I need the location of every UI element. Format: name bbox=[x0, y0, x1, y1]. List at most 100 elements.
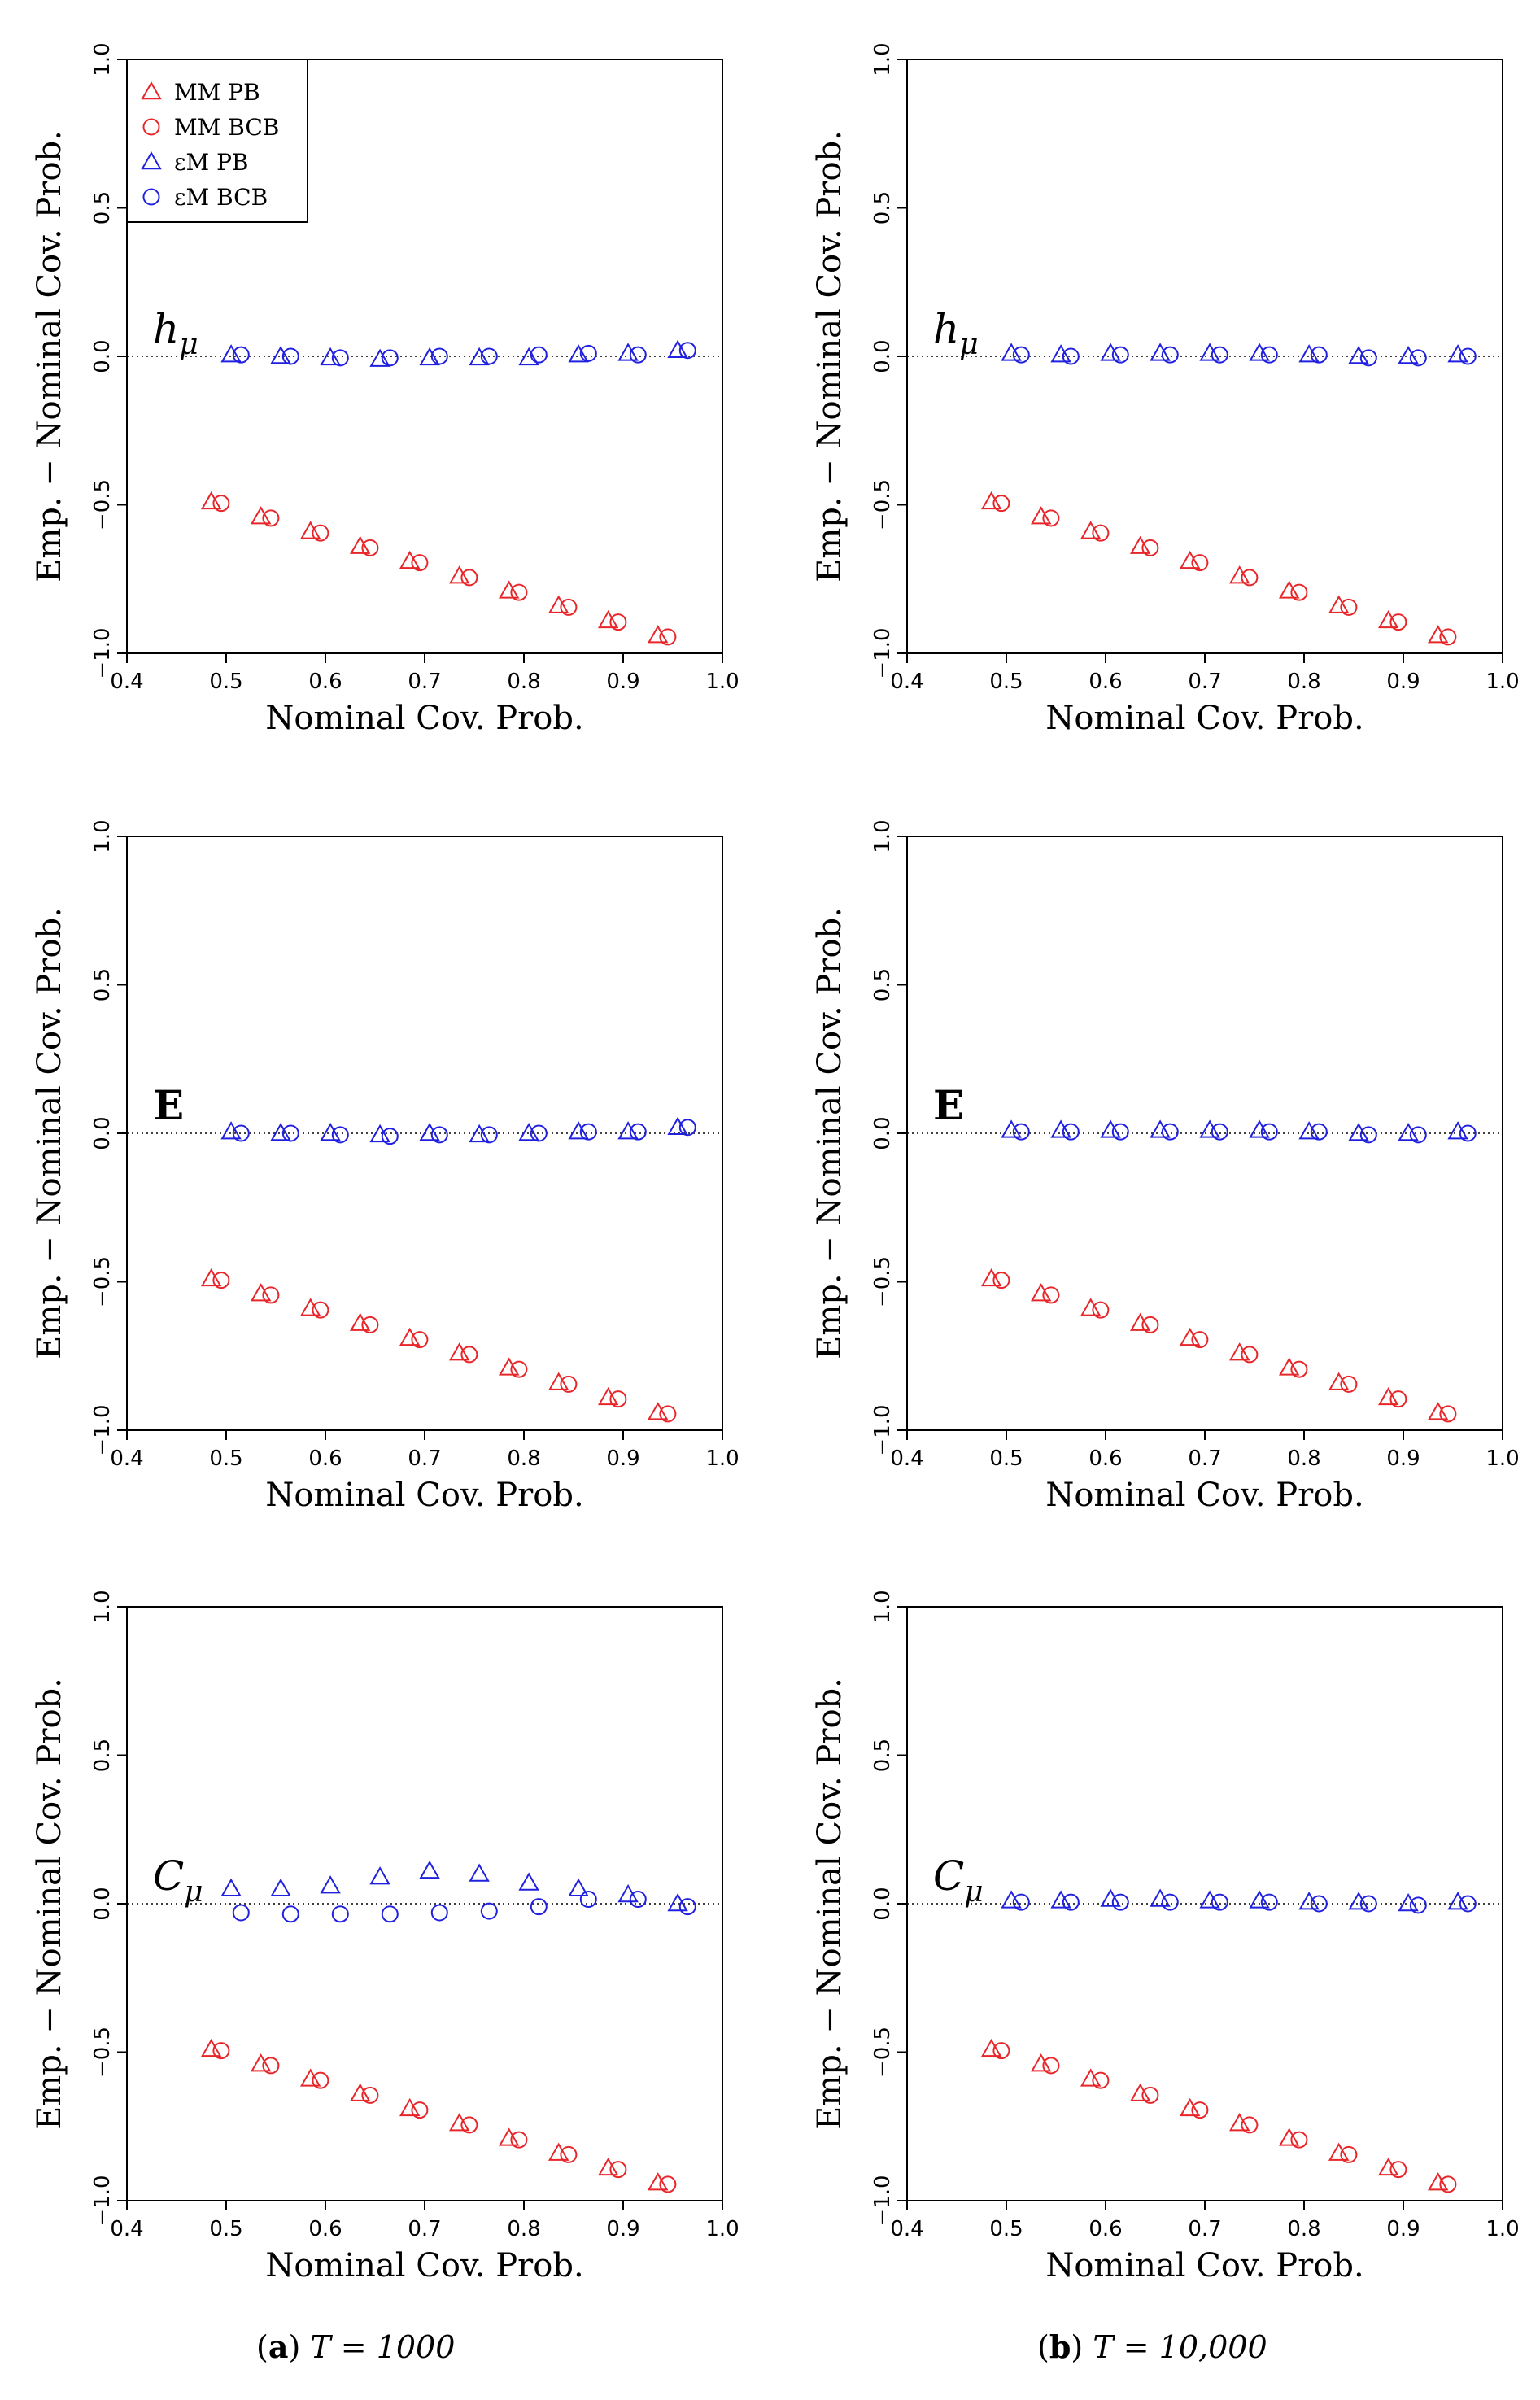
y-tick-label: −0.5 bbox=[870, 479, 895, 530]
data-point bbox=[1328, 2142, 1350, 2161]
data-point bbox=[1050, 1119, 1071, 1138]
y-tick-label: −1.0 bbox=[870, 2175, 895, 2226]
data-point bbox=[560, 2145, 578, 2163]
data-point bbox=[1050, 344, 1071, 363]
data-point bbox=[667, 1892, 688, 1912]
data-point bbox=[1439, 628, 1457, 646]
data-point bbox=[1179, 1327, 1201, 1346]
data-point bbox=[1042, 1286, 1060, 1304]
data-point bbox=[469, 1124, 490, 1143]
panel-label: Cμ bbox=[933, 1852, 984, 1909]
series-mm-pb bbox=[200, 2038, 669, 2191]
data-point bbox=[647, 1402, 669, 1420]
data-point bbox=[320, 1122, 341, 1141]
y-tick-label: −0.5 bbox=[870, 2027, 895, 2078]
data-point bbox=[411, 554, 429, 572]
data-point bbox=[609, 1390, 627, 1408]
data-point bbox=[1129, 1312, 1151, 1331]
x-tick-label: 1.0 bbox=[705, 1447, 739, 1471]
data-point bbox=[448, 1342, 470, 1361]
data-point bbox=[629, 1123, 647, 1141]
y-tick-label: 1.0 bbox=[90, 819, 115, 853]
data-point bbox=[212, 495, 230, 513]
data-point bbox=[1310, 1895, 1328, 1913]
x-tick-label: 0.5 bbox=[209, 1447, 242, 1471]
legend-label: εM BCB bbox=[174, 184, 268, 211]
data-point bbox=[1129, 535, 1151, 554]
data-point bbox=[262, 2057, 280, 2075]
data-point bbox=[480, 1902, 498, 1920]
data-point bbox=[647, 625, 669, 644]
legend: MM PB MM BCB εM PB εM BCB bbox=[126, 59, 308, 223]
data-point bbox=[220, 344, 242, 363]
data-point bbox=[299, 2068, 321, 2087]
data-point bbox=[992, 495, 1010, 513]
series-mm-bcb bbox=[212, 2042, 677, 2193]
data-point bbox=[548, 2142, 569, 2161]
data-point bbox=[1447, 1892, 1468, 1910]
x-tick-label: 0.6 bbox=[308, 1447, 342, 1471]
data-point bbox=[262, 509, 280, 527]
data-point bbox=[270, 1878, 291, 1896]
x-tick-label: 0.7 bbox=[1188, 2217, 1221, 2241]
y-tick-label: 0.5 bbox=[870, 968, 895, 1001]
y-tick-label: −1.0 bbox=[870, 1404, 895, 1455]
data-point bbox=[399, 1327, 421, 1346]
data-point bbox=[568, 1878, 589, 1896]
data-point bbox=[1100, 343, 1121, 361]
x-tick-label: 0.9 bbox=[606, 1447, 639, 1471]
x-tick-label: 0.6 bbox=[308, 2217, 342, 2241]
data-point bbox=[361, 2086, 379, 2104]
data-point bbox=[1030, 1283, 1052, 1302]
data-point bbox=[1359, 1126, 1377, 1144]
x-tick-label: 0.5 bbox=[989, 1447, 1023, 1471]
caption-a-text: T = 1000 bbox=[310, 2329, 456, 2365]
y-tick-label: −0.5 bbox=[870, 1256, 895, 1307]
data-point bbox=[381, 1905, 399, 1923]
data-point bbox=[281, 347, 299, 365]
data-point bbox=[1161, 1123, 1179, 1141]
data-point bbox=[1260, 1123, 1278, 1141]
data-point bbox=[1389, 613, 1407, 631]
data-point bbox=[270, 1122, 291, 1141]
legend-marker bbox=[141, 151, 162, 170]
y-tick-label: 0.0 bbox=[90, 339, 115, 373]
data-point bbox=[312, 2071, 329, 2089]
data-point bbox=[1150, 1888, 1171, 1907]
data-point bbox=[1409, 349, 1427, 367]
x-tick-label: 0.5 bbox=[209, 2217, 242, 2241]
series-mm-bcb bbox=[212, 495, 677, 646]
data-point bbox=[200, 491, 222, 510]
data-point bbox=[518, 1122, 539, 1141]
data-point bbox=[1050, 1890, 1071, 1909]
data-point bbox=[1377, 1386, 1399, 1406]
data-point bbox=[1012, 346, 1030, 364]
data-point bbox=[1199, 1119, 1220, 1138]
data-point bbox=[579, 344, 597, 362]
chart-panel-1: 0.4 0.5 0.6 0.7 0.8 0.9 1.0 −1.0 −0.5 0.0 0.5 1.0 No… bbox=[31, 42, 739, 737]
data-point bbox=[678, 1119, 696, 1137]
caption-b-tag: b bbox=[1049, 2328, 1071, 2365]
data-point bbox=[1241, 2116, 1259, 2134]
data-point bbox=[530, 1898, 548, 1916]
chart-panel-2: 0.4 0.5 0.6 0.7 0.8 0.9 1.0 −1.0 −0.5 0.0 0.5 1.0 No… bbox=[811, 42, 1520, 737]
data-point bbox=[617, 1121, 639, 1140]
data-point bbox=[1111, 1893, 1129, 1911]
y-tick-label: −1.0 bbox=[90, 2175, 115, 2226]
x-tick-label: 0.4 bbox=[890, 1447, 923, 1471]
data-point bbox=[1100, 1888, 1121, 1907]
x-tick-label: 0.8 bbox=[507, 1447, 540, 1471]
y-tick-label: 0.5 bbox=[90, 968, 115, 1001]
series-mm-bcb bbox=[212, 1272, 677, 1423]
data-point bbox=[232, 346, 250, 364]
data-point bbox=[369, 348, 390, 367]
data-point bbox=[1141, 2086, 1159, 2104]
data-point bbox=[1310, 346, 1328, 364]
data-point bbox=[1328, 595, 1350, 613]
data-point bbox=[281, 1124, 299, 1142]
caption-a-tag: a bbox=[268, 2328, 289, 2365]
data-point bbox=[1439, 2175, 1457, 2193]
data-point bbox=[992, 2042, 1010, 2060]
x-tick-label: 0.9 bbox=[606, 2217, 639, 2241]
